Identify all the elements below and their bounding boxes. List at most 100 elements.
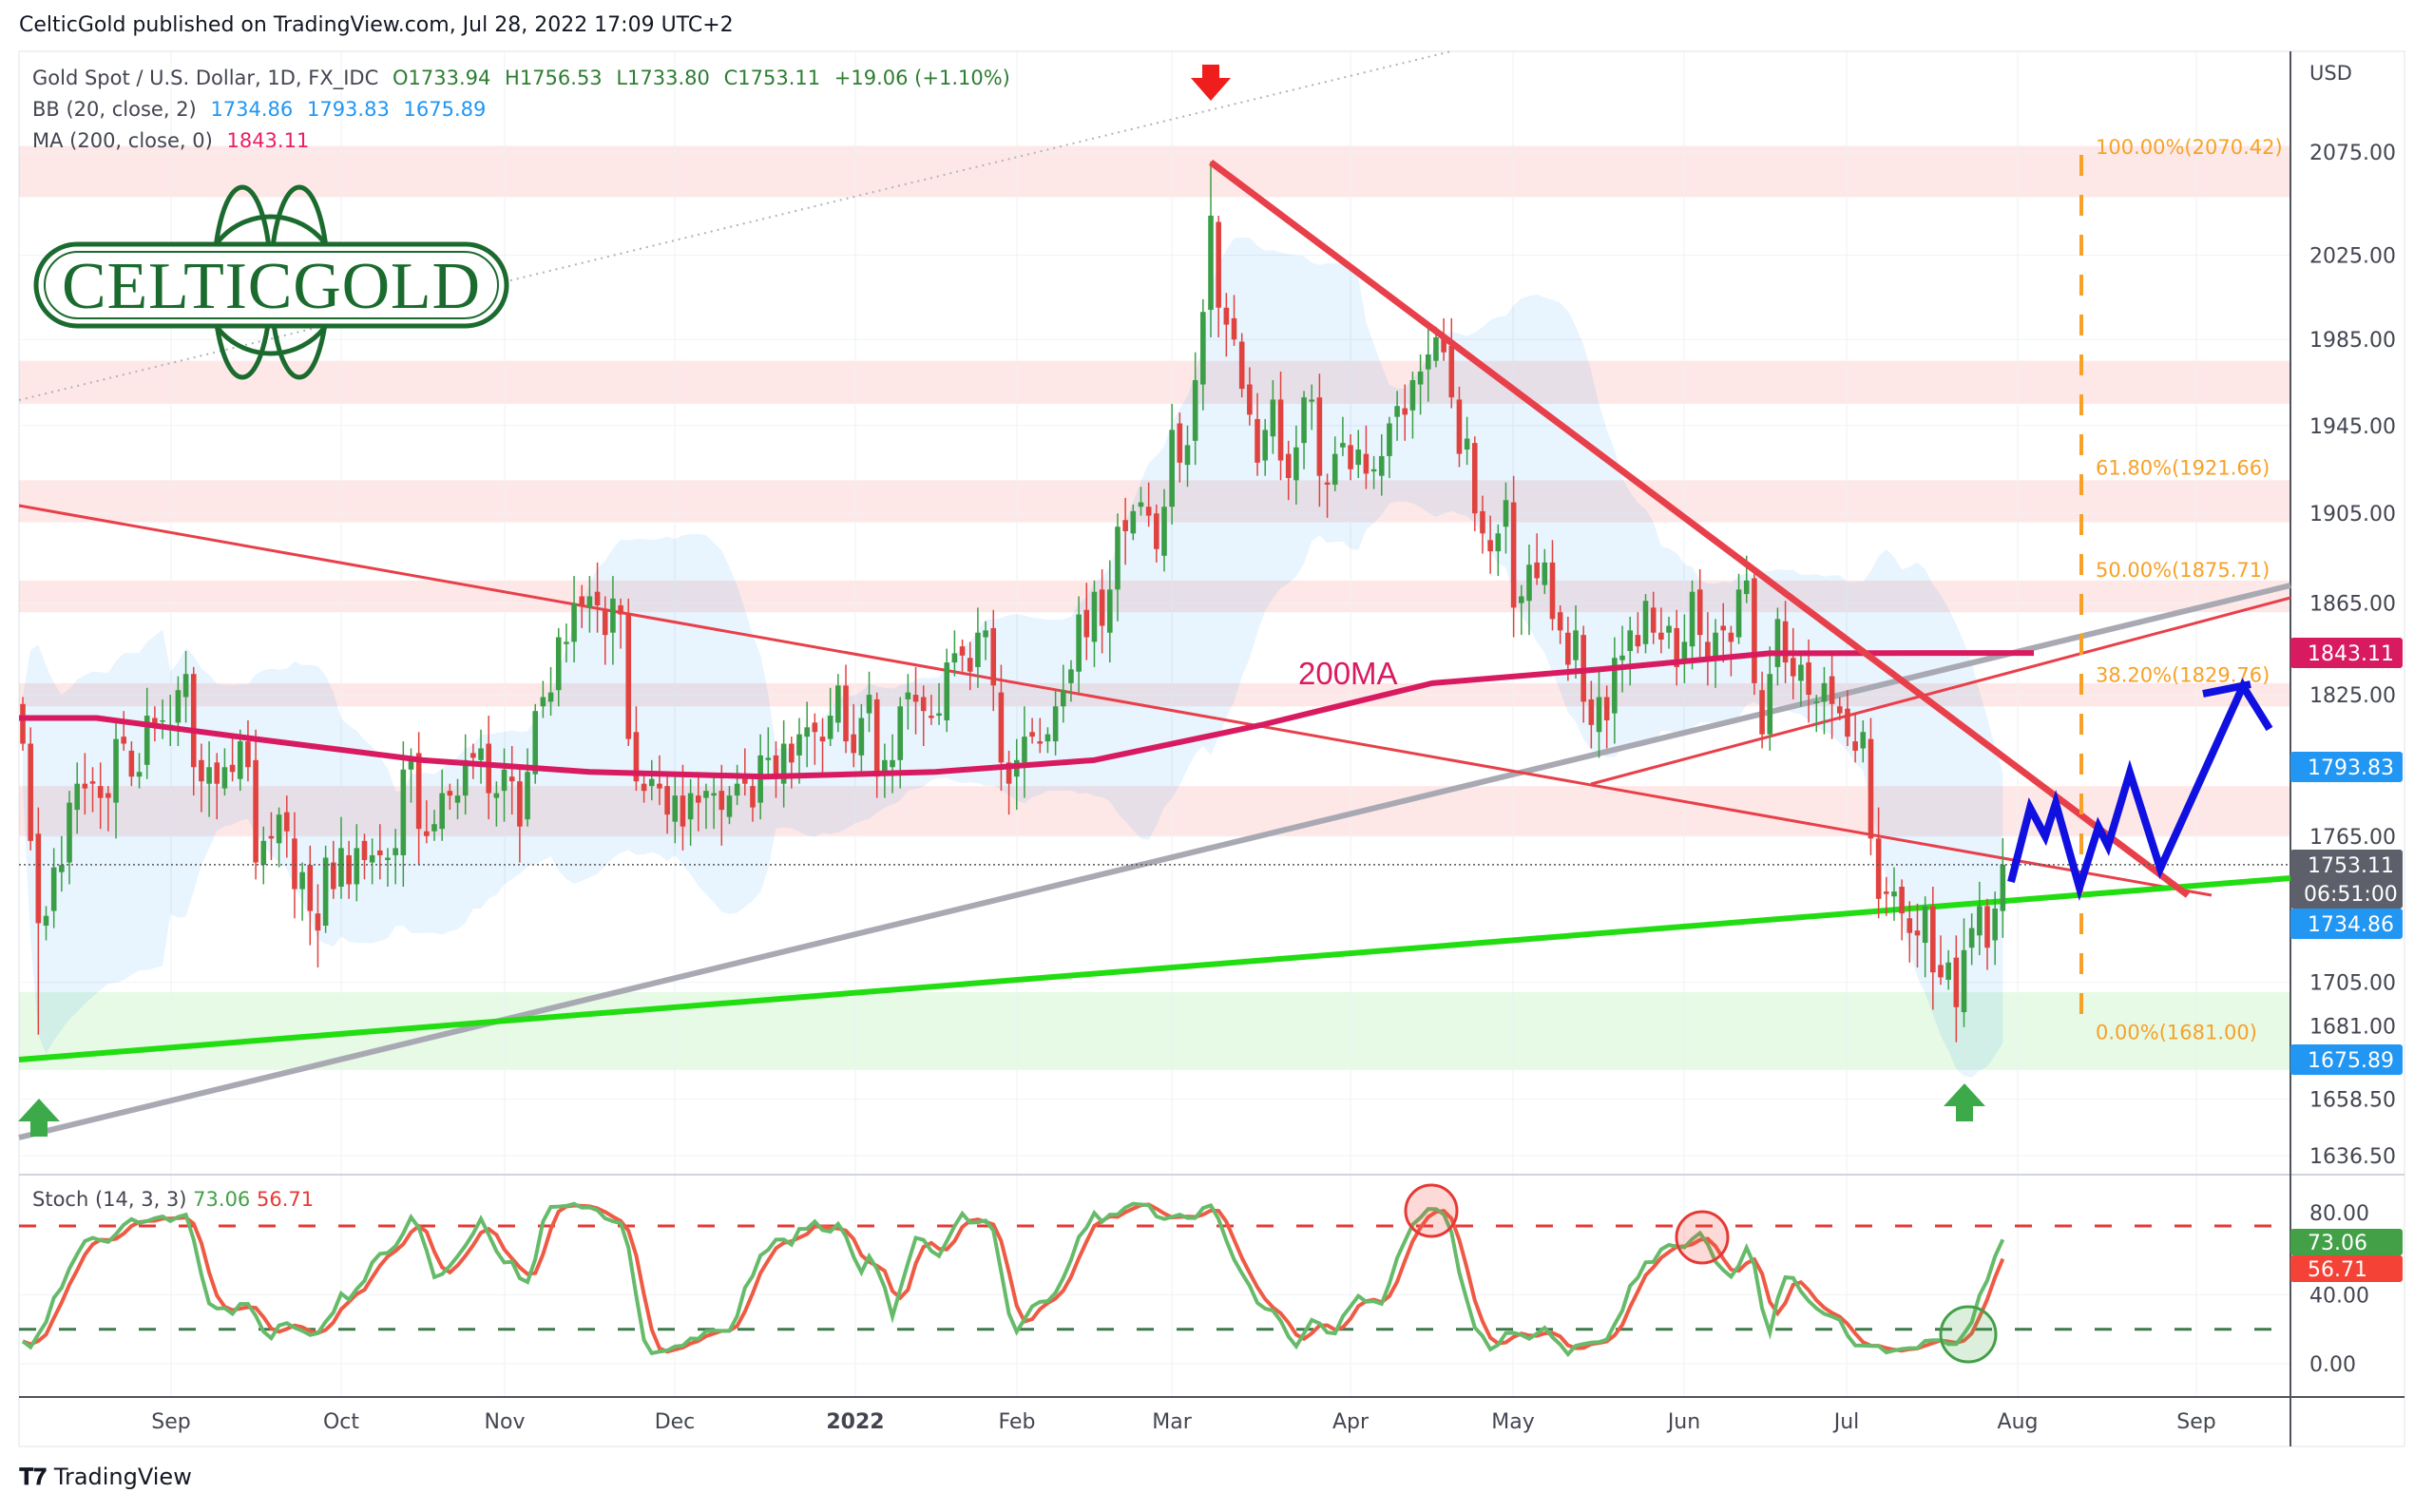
candle-body: [454, 795, 461, 803]
candle: [780, 719, 787, 808]
time-tick-label: Dec: [655, 1410, 696, 1434]
candle-body: [470, 753, 476, 758]
candle-body: [1037, 741, 1044, 744]
candle-body: [439, 793, 445, 830]
candle-body: [1510, 502, 1517, 608]
candle-body: [400, 769, 407, 855]
candle: [610, 576, 616, 665]
candle-body: [377, 850, 383, 855]
stoch-label[interactable]: Stoch (14, 3, 3): [32, 1188, 187, 1211]
candle: [1930, 887, 1936, 1010]
candle-body: [1627, 630, 1633, 651]
tradingview-name: TradingView: [53, 1464, 192, 1490]
candle: [454, 778, 461, 820]
candle: [1650, 591, 1657, 644]
candle-body: [1821, 682, 1828, 702]
time-tick-label: May: [1491, 1410, 1534, 1434]
candle-body: [680, 795, 686, 827]
candle-body: [260, 840, 267, 866]
bb-lower-price-tag[interactable]: 1675.89: [2290, 1044, 2403, 1075]
candle: [672, 774, 679, 844]
candle-body: [431, 824, 437, 832]
candle-body: [1674, 627, 1680, 667]
candle-body: [1262, 430, 1268, 461]
candle: [1713, 619, 1718, 688]
trendline-red-rising: [1590, 596, 2291, 786]
candle: [851, 703, 856, 768]
candle: [648, 759, 655, 801]
candle: [1658, 607, 1664, 654]
candle-body: [1992, 909, 1998, 941]
candle: [1752, 568, 1757, 696]
candle: [734, 764, 740, 806]
ma-price-tag[interactable]: 1843.11: [2290, 638, 2403, 668]
candle-body: [97, 786, 104, 798]
symbol-name[interactable]: Gold Spot / U.S. Dollar, 1D, FX_IDC: [32, 67, 379, 89]
candle-body: [851, 734, 856, 754]
candle-body: [1309, 399, 1315, 402]
bb-label[interactable]: BB (20, close, 2): [32, 98, 197, 121]
candle: [1293, 425, 1299, 505]
ohlc-open: O1733.94: [392, 67, 491, 89]
candle-body: [1068, 669, 1074, 683]
candle: [1596, 669, 1602, 758]
candle-body: [1650, 607, 1657, 633]
candle-body: [2000, 864, 2006, 911]
candle: [1829, 650, 1835, 739]
candle: [1145, 482, 1152, 527]
ohlc-low: L1733.80: [616, 67, 710, 89]
candle: [1394, 391, 1400, 441]
candle-body: [1790, 658, 1796, 677]
candle: [866, 671, 872, 733]
candle: [1231, 295, 1237, 346]
candle: [1456, 386, 1463, 468]
candle: [1696, 568, 1703, 660]
candle-body: [1743, 580, 1750, 595]
candle: [462, 734, 469, 815]
candle-body: [1619, 655, 1625, 660]
candle-body: [369, 854, 375, 863]
candle: [439, 769, 445, 841]
candle: [113, 722, 119, 839]
candle-body: [1425, 354, 1431, 370]
ma-label[interactable]: MA (200, close, 0): [32, 129, 213, 152]
candle-body: [1145, 507, 1152, 516]
bb-upper-price-tag-bg: [2290, 752, 2403, 782]
candle: [221, 748, 228, 796]
candle-body: [547, 692, 554, 702]
stoch-d-tag-text: 56.71: [2308, 1258, 2367, 1282]
candle: [773, 741, 779, 798]
symbol-legend: Gold Spot / U.S. Dollar, 1D, FX_IDC O173…: [32, 63, 1018, 94]
candle: [338, 816, 344, 899]
last-price-tag[interactable]: 1753.11 06:51:00: [2290, 850, 2403, 909]
candle-body: [245, 741, 251, 768]
fib-level-label: 50.00%(1875.71): [2096, 559, 2270, 582]
candle: [2000, 838, 2006, 938]
candle-body: [1154, 513, 1159, 549]
candle: [641, 774, 647, 803]
candle-body: [82, 783, 88, 789]
candle: [1409, 371, 1416, 439]
candle-body: [393, 848, 398, 855]
candle-body: [858, 718, 865, 756]
candle-body: [501, 769, 508, 792]
candle-body: [1953, 957, 1960, 1007]
stoch-d-tag[interactable]: 56.71: [2290, 1255, 2403, 1282]
bb-basis-price-tag[interactable]: 1734.86: [2290, 909, 2403, 939]
candle-body: [990, 627, 997, 686]
tradingview-branding[interactable]: 𝐓𝟕 TradingView: [19, 1464, 192, 1490]
price-tick-label: 1945.00: [2309, 415, 2396, 439]
candle: [1076, 596, 1082, 693]
candle-body: [354, 848, 360, 885]
candle-body: [1526, 565, 1532, 602]
candle-body: [214, 762, 220, 784]
candle-body: [1387, 423, 1392, 456]
stoch-k-tag[interactable]: 73.06: [2290, 1229, 2403, 1255]
stoch-d-tag-bg: [2290, 1255, 2403, 1282]
candle-body: [486, 743, 491, 794]
price-tick-label: 1825.00: [2309, 684, 2396, 708]
candle: [1977, 881, 1983, 956]
bb-upper-price-tag[interactable]: 1793.83: [2290, 752, 2403, 782]
candle: [1542, 548, 1548, 595]
